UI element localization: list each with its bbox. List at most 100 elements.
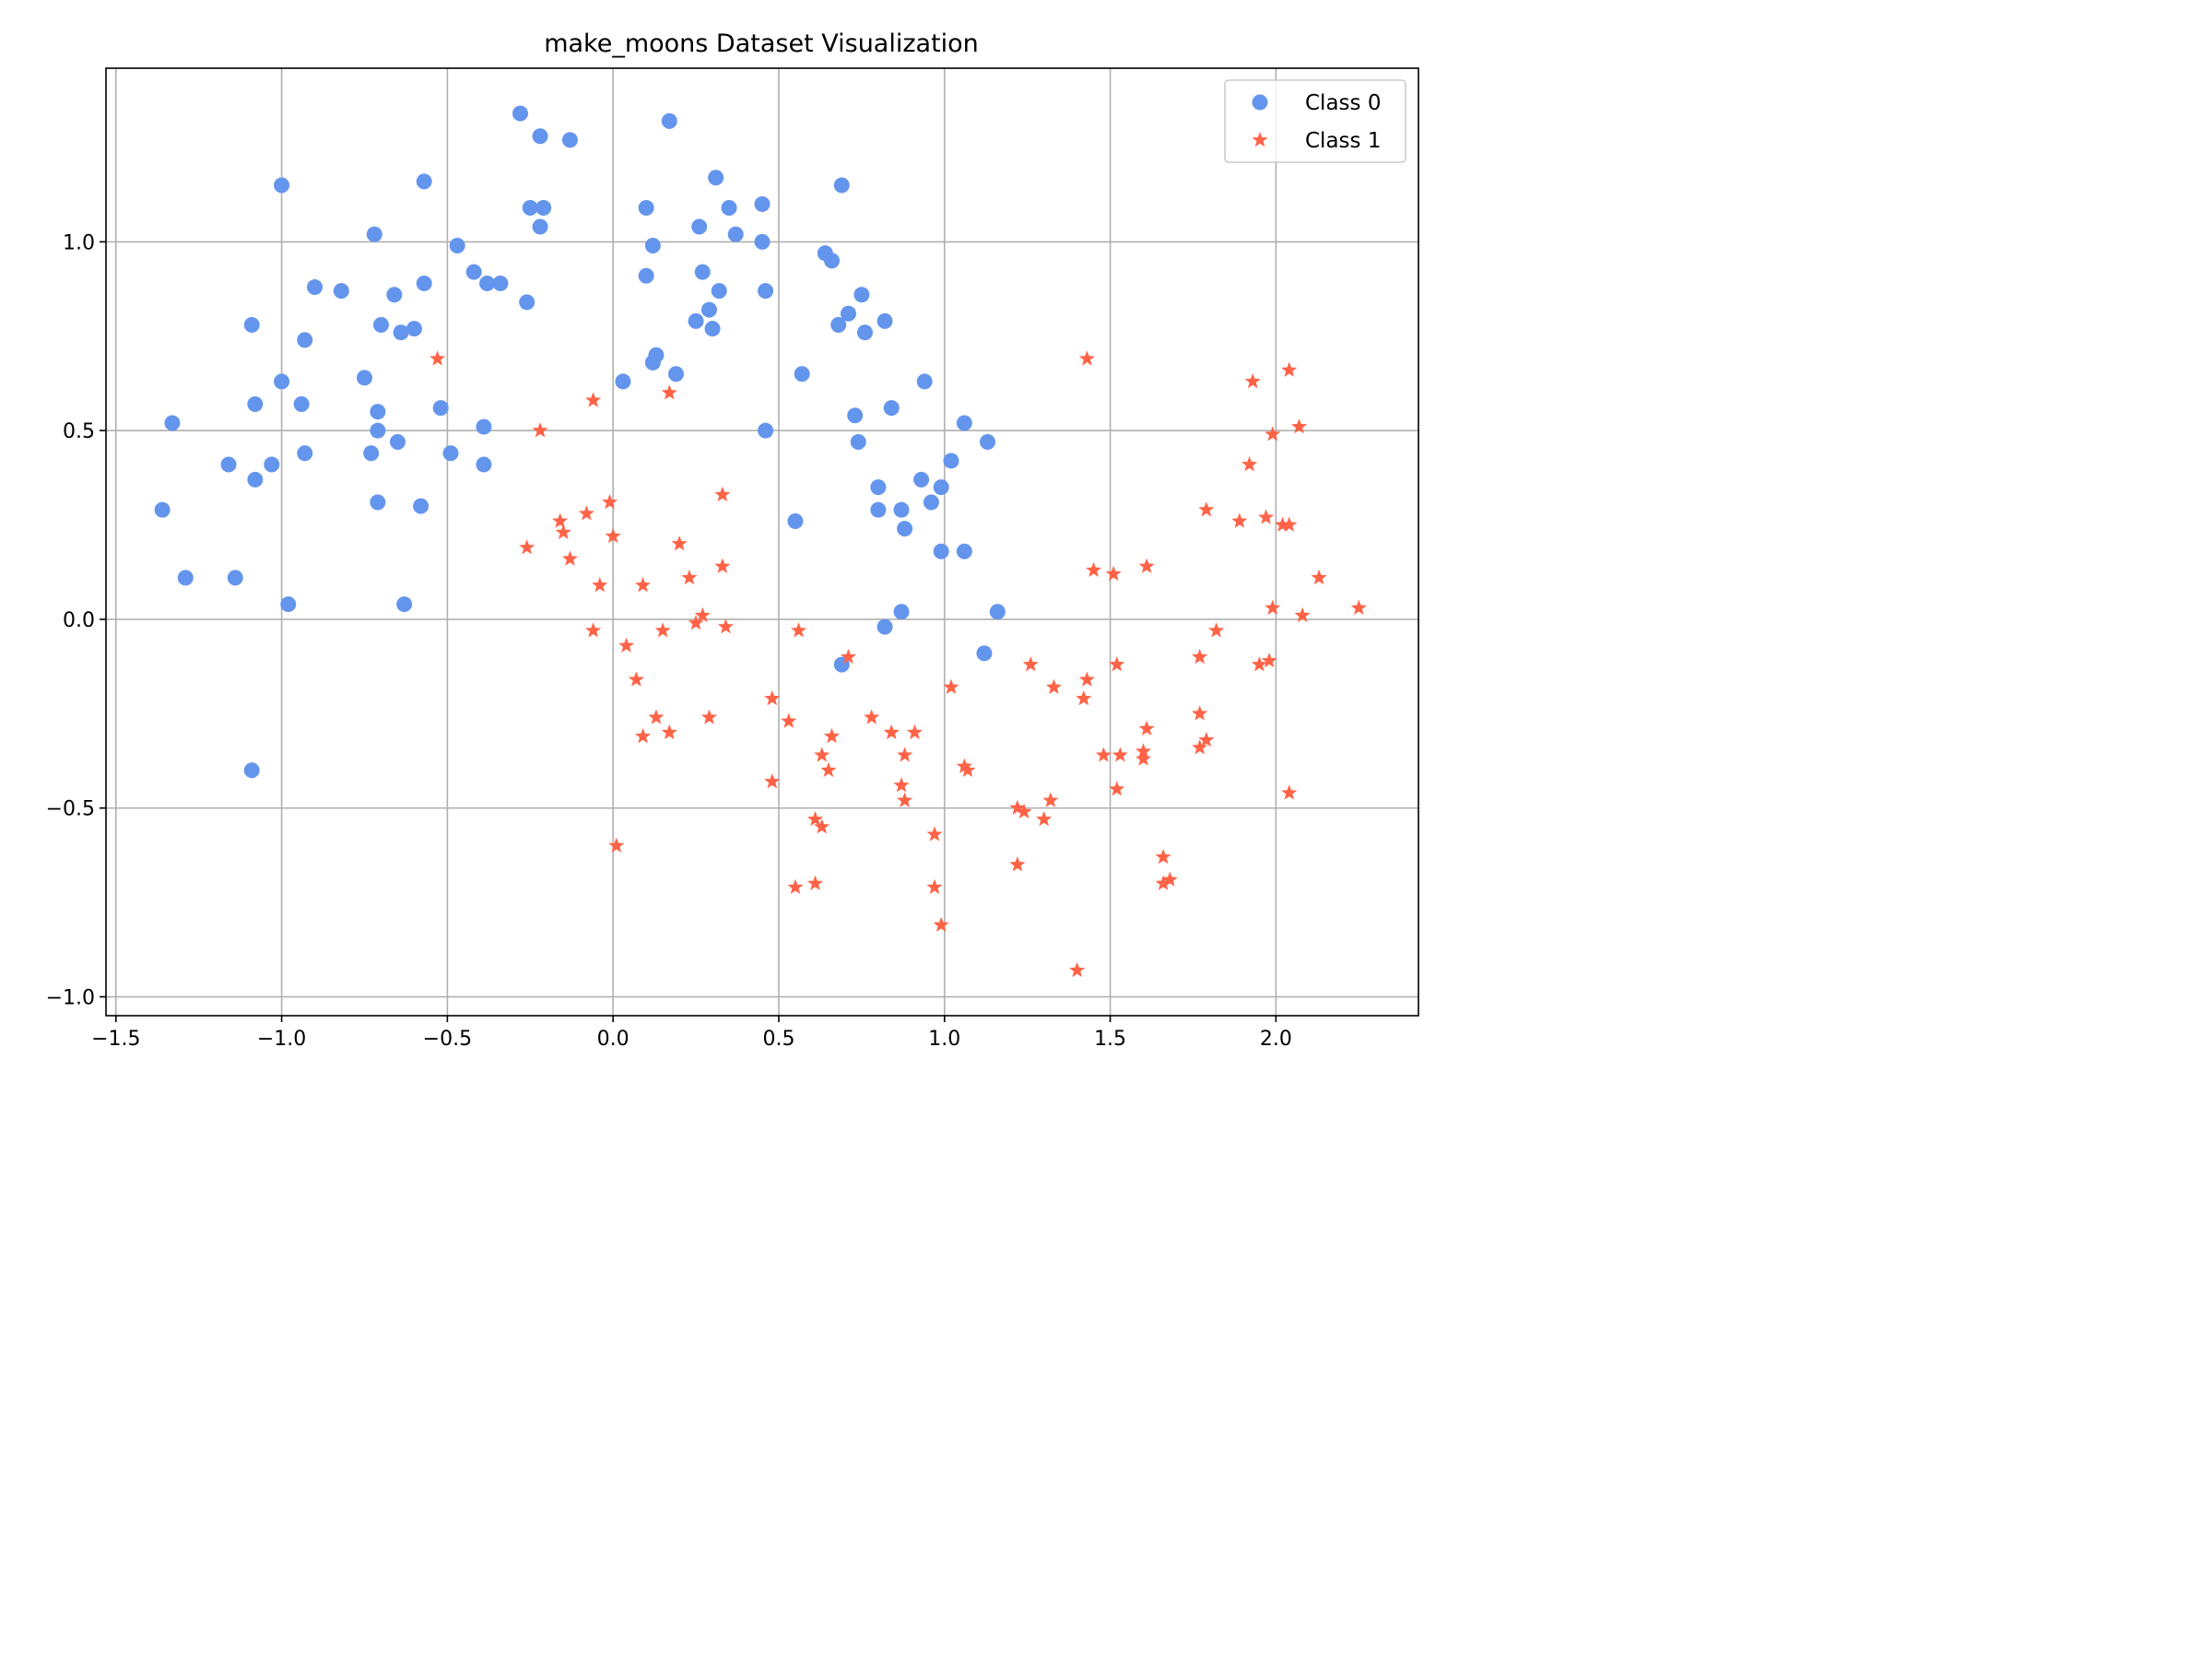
class-0-point [661, 112, 677, 129]
class-0-point [333, 283, 349, 300]
class-0-point [519, 294, 535, 311]
plot-frame [105, 67, 1419, 1017]
class-0-point [877, 618, 893, 635]
class-1-point [1198, 501, 1215, 517]
class-0-point [432, 400, 449, 417]
class-0-point [389, 433, 406, 450]
class-0-point [280, 596, 297, 613]
class-0-point [980, 433, 996, 450]
class-1-point [429, 350, 446, 366]
class-0-point [897, 521, 913, 537]
class-0-point [512, 105, 528, 122]
class-1-point [956, 758, 972, 773]
class-0-point [933, 543, 949, 559]
class-1-point [1275, 516, 1291, 532]
class-0-point [883, 400, 900, 417]
class-1-point [1244, 372, 1261, 389]
class-0-point [363, 445, 380, 462]
class-0-point [356, 370, 372, 386]
class-1-point [1112, 747, 1128, 762]
class-1-point [1208, 622, 1225, 638]
y-tick-label: 0.0 [63, 609, 95, 632]
class-1-point [764, 689, 781, 706]
class-0-point [522, 200, 538, 217]
class-0-point [243, 762, 260, 779]
class-1-point [602, 494, 618, 510]
class-1-point [764, 773, 781, 789]
class-1-point [628, 671, 644, 687]
legend-label: Class 1 [1305, 129, 1381, 153]
class-1-point [694, 606, 711, 623]
class-0-point [691, 218, 708, 235]
class-1-point [806, 875, 824, 890]
class-1-point [681, 569, 698, 585]
class-1-point [671, 535, 688, 551]
class-1-point [1265, 426, 1281, 441]
class-1-point [814, 818, 830, 834]
class-1-point [585, 622, 602, 638]
class-0-point [532, 218, 548, 235]
class-1-point [1036, 811, 1053, 827]
class-0-point [853, 287, 870, 303]
class-0-point [372, 317, 389, 334]
class-1-point [1192, 705, 1208, 721]
class-0-point [535, 200, 552, 217]
class-1-point [717, 618, 734, 634]
class-0-point [956, 415, 972, 431]
class-1-point [883, 724, 900, 740]
class-1-point [959, 761, 976, 778]
class-0-point [413, 498, 429, 514]
class-1-point [806, 811, 824, 827]
class-1-point [1294, 606, 1311, 623]
class-1-point [1095, 747, 1112, 762]
class-0-point [708, 170, 724, 186]
class-0-point [154, 501, 171, 518]
class-0-point [393, 324, 409, 341]
chart-title: make_moons Dataset Visualization [544, 29, 979, 58]
class-0-point [274, 373, 290, 390]
class-0-point [794, 366, 810, 382]
class-1-point [532, 422, 548, 438]
y-tick-label: −0.5 [46, 798, 95, 821]
class-1-point [1016, 803, 1032, 819]
class-1-point [1009, 799, 1026, 816]
class-0-point [916, 373, 933, 390]
class-0-point [638, 200, 654, 217]
class-1-point [1135, 743, 1152, 759]
class-0-point [856, 324, 873, 341]
class-1-point [700, 709, 718, 724]
class-1-point [1192, 739, 1208, 755]
class-1-point [1261, 653, 1277, 668]
class-1-point [897, 747, 913, 762]
class-0-point [840, 305, 856, 322]
class-1-point [1281, 784, 1298, 800]
class-1-point [1069, 961, 1086, 978]
class-1-point [820, 761, 837, 778]
class-0-point [913, 471, 930, 488]
class-1-point [897, 792, 913, 807]
class-1-point [555, 524, 571, 540]
class-1-point [578, 505, 594, 521]
class-0-point [943, 453, 959, 469]
class-0-point [370, 494, 386, 511]
class-0-point [479, 275, 496, 291]
series-0 [154, 105, 1006, 779]
class-1-point [926, 878, 943, 895]
class-1-point [1198, 732, 1215, 747]
class-0-point [274, 177, 290, 194]
class-0-point [307, 279, 324, 296]
class-1-point [1045, 678, 1062, 694]
class-0-point [293, 396, 310, 413]
class-1-point [1138, 720, 1155, 736]
class-0-point [247, 396, 264, 413]
class-1-point [519, 539, 535, 555]
class-1-point [1138, 558, 1155, 573]
class-0-point [492, 275, 509, 291]
class-0-point [989, 604, 1006, 620]
x-tick-label: −0.5 [423, 1028, 472, 1051]
class-0-point [227, 570, 243, 586]
x-tick-label: 1.5 [1094, 1028, 1126, 1051]
class-0-point [754, 195, 771, 212]
class-1-point [654, 622, 671, 638]
class-1-point [791, 622, 807, 638]
